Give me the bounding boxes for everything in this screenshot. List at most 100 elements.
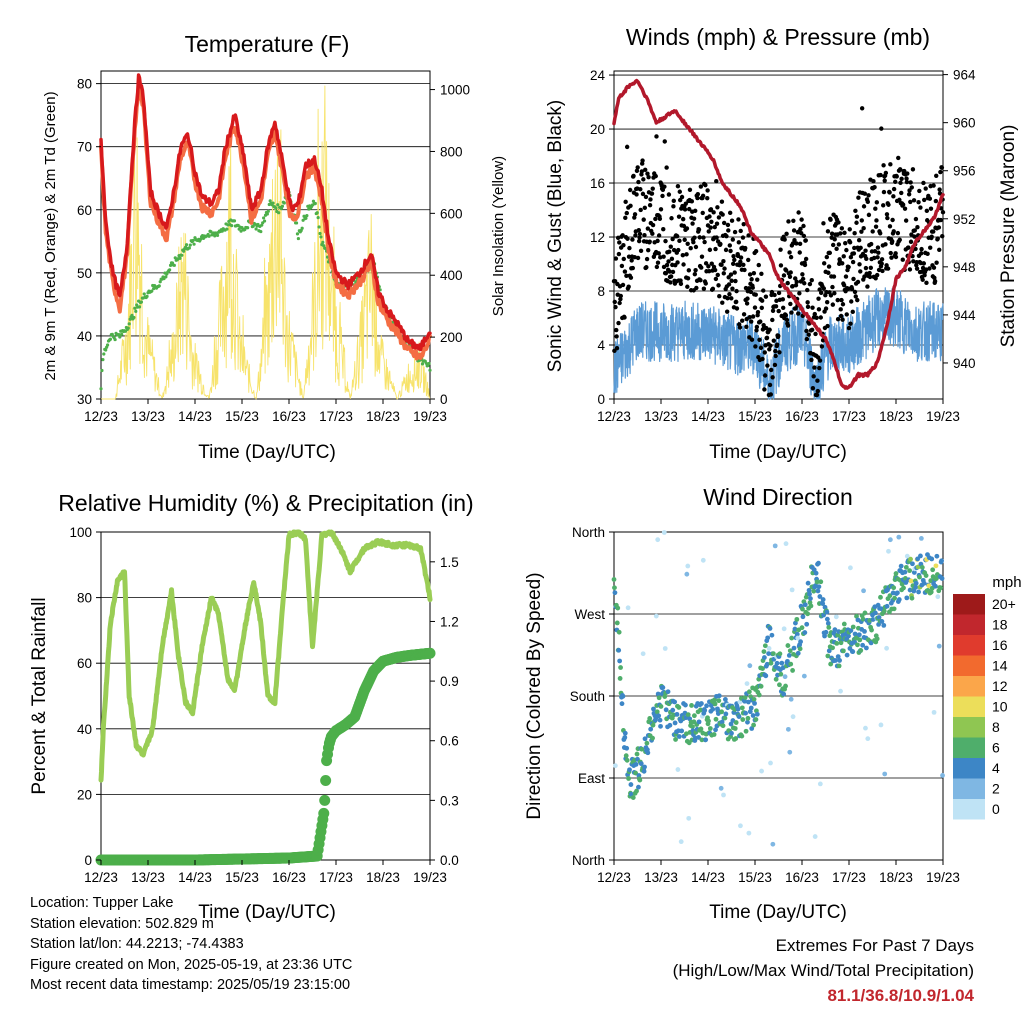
gust-point [667,249,672,254]
gust-point [781,273,787,278]
gust-point [695,191,701,197]
dewpoint-point [100,368,104,373]
gust-point [825,229,831,234]
gust-point [891,186,897,192]
dewpoint-point [105,343,110,347]
direction-point [660,685,666,690]
gust-point [905,171,910,176]
gust-point [802,281,807,286]
y-tick-label-right: 1000 [440,83,470,98]
dewpoint-point [184,243,189,247]
direction-point [898,563,904,569]
gust-point [805,300,810,305]
gust-point [613,256,619,261]
x-tick-label: 19/23 [926,409,960,424]
dewpoint-point [168,268,172,272]
direction-point [636,784,641,790]
gust-point [872,185,877,190]
direction-point [679,728,685,734]
gust-point [740,235,746,240]
gust-point [907,267,913,272]
gust-point [937,247,942,252]
gust-point [691,240,696,245]
gust-point [867,270,872,276]
gust-point [924,208,930,214]
x-tick-label: 15/23 [225,870,259,885]
direction-point [774,660,780,666]
gust-point [848,321,853,326]
gust-point [629,258,634,263]
pressure-line [612,78,945,390]
wind-title: Winds (mph) & Pressure (mb) [626,24,930,50]
dewpoint-point [104,348,108,352]
gust-point [693,208,698,213]
gust-point [906,245,911,250]
gust-point [703,182,708,188]
gust-point [800,276,806,282]
gust-point [685,284,690,289]
dir-title: Wind Direction [703,484,853,510]
y-tick-label-right: 964 [953,68,976,83]
x-tick-label: 17/23 [319,409,353,424]
direction-point [863,645,869,651]
direction-point [811,588,817,594]
gust-point [680,216,686,222]
legend-label: 2 [992,781,1000,797]
gust-point [787,274,793,279]
gust-point [723,247,729,253]
gust-point [865,199,870,205]
direction-point [887,537,893,543]
gust-point [770,375,775,380]
gust-point [682,207,688,212]
direction-point [840,648,846,654]
gust-point [838,307,843,312]
direction-point [858,647,864,653]
direction-point [746,699,751,705]
gust-point [728,272,734,277]
gust-point [851,276,856,282]
gust-point [737,262,742,268]
gust-point [841,254,846,259]
direction-point [816,560,821,566]
direction-point [676,705,682,710]
gust-point [842,230,847,236]
gust-point [701,286,707,291]
gust-point [744,324,749,330]
gust-point [726,228,731,233]
direction-point [908,556,913,562]
direction-point [882,771,888,777]
direction-point [662,646,668,651]
gust-point [857,262,862,267]
direction-point [770,651,776,657]
gust-point [778,263,784,268]
gust-point [844,247,849,253]
gust-point [788,270,793,275]
gust-point [738,228,743,234]
direction-point [624,757,630,763]
y-tick-label-right: 0 [440,392,448,407]
direction-point [619,701,625,707]
wind-xlabel: Time (Day/UTC) [709,442,847,463]
x-tick-label: 16/23 [785,409,819,424]
gust-point [724,233,729,239]
gust-point [893,251,898,256]
direction-point [756,692,762,698]
direction-point [846,633,851,639]
gust-point [908,180,913,185]
gust-point [631,173,636,179]
gust-point [635,255,641,261]
direction-point [650,722,656,728]
gust-point [801,223,806,229]
gust-point [829,231,835,236]
gust-point [678,281,684,287]
gust-point [764,335,770,341]
gust-point [906,192,912,197]
gust-point [687,206,692,212]
legend-swatch [953,799,985,820]
direction-point [802,630,808,635]
direction-point [798,639,803,645]
gust-point [887,190,892,195]
gust-point [729,278,734,283]
direction-point [736,714,742,719]
gust-point [715,272,720,278]
